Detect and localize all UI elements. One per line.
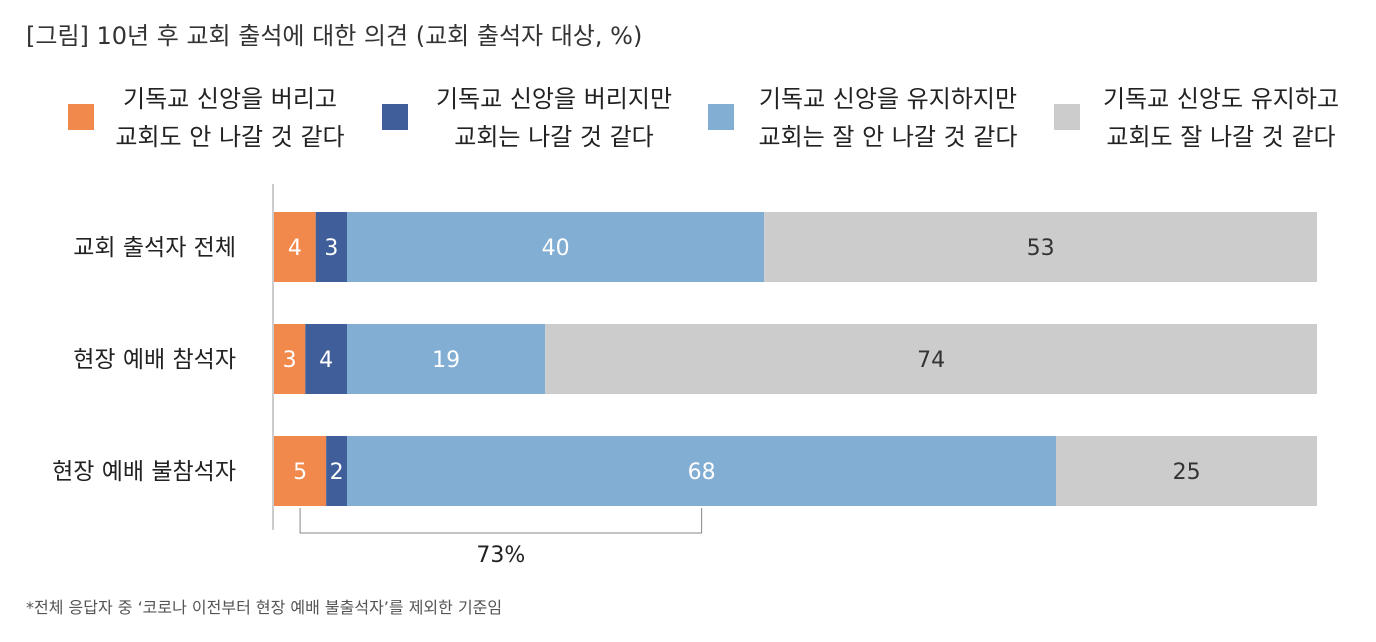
- data-label: 40: [542, 236, 570, 261]
- legend-swatch: [1054, 104, 1080, 130]
- chart-title: [그림] 10년 후 교회 출석에 대한 의견 (교회 출석자 대상, %): [26, 22, 643, 50]
- legend-swatch: [382, 104, 408, 130]
- data-label: 74: [917, 348, 945, 373]
- bar-segment: [305, 324, 348, 394]
- data-label: 25: [1173, 460, 1201, 485]
- footnote: *전체 응답자 중 ‘코로나 이전부터 현장 예배 불출석자’를 제외한 기준임: [26, 598, 503, 617]
- bar-segment: [347, 436, 1057, 506]
- bar-segment: [274, 324, 306, 394]
- legend-item-give-up-both: 기독교 신앙을 버리고 교회도 안 나갈 것 같다: [68, 80, 358, 156]
- data-label: 68: [688, 460, 716, 485]
- data-label: 5: [293, 460, 307, 485]
- data-label: 4: [319, 348, 333, 373]
- legend-label: 기독교 신앙을 버리지만 교회는 나갈 것 같다: [435, 85, 673, 151]
- legend-swatch: [708, 104, 734, 130]
- legend-label: 기독교 신앙을 유지하지만 교회는 잘 안 나갈 것 같다: [758, 85, 1018, 151]
- annotation-label: 73%: [476, 543, 525, 568]
- bar-segment: [545, 324, 1317, 394]
- bar-segment: [347, 212, 765, 282]
- legend-item-keep-faith-not-attend: 기독교 신앙을 유지하지만 교회는 잘 안 나갈 것 같다: [708, 80, 1034, 156]
- bar-segment: [764, 212, 1317, 282]
- legend-label: 기독교 신앙도 유지하고 교회도 잘 나갈 것 같다: [1102, 85, 1340, 151]
- data-label: 4: [288, 236, 302, 261]
- bar-segment: [1056, 436, 1317, 506]
- data-label: 3: [324, 236, 338, 261]
- bar-segment: [274, 212, 316, 282]
- category-label: 현장 예배 참석자: [73, 347, 236, 373]
- data-label: 53: [1027, 236, 1055, 261]
- data-label: 19: [432, 348, 460, 373]
- category-label: 교회 출석자 전체: [73, 235, 236, 261]
- data-label: 2: [330, 460, 344, 485]
- annotation-bracket: [299, 508, 703, 534]
- category-label: 현장 예배 불참석자: [52, 459, 236, 485]
- legend-item-give-up-faith-attend: 기독교 신앙을 버리지만 교회는 나갈 것 같다: [382, 80, 692, 156]
- bar-segment: [315, 212, 348, 282]
- legend-swatch: [68, 104, 94, 130]
- bar-segment: [326, 436, 348, 506]
- bar-segment: [347, 324, 546, 394]
- legend-label: 기독교 신앙을 버리고 교회도 안 나갈 것 같다: [115, 85, 345, 151]
- bar-segment: [274, 436, 327, 506]
- legend-item-keep-both: 기독교 신앙도 유지하고 교회도 잘 나갈 것 같다: [1054, 80, 1354, 156]
- data-label: 3: [283, 348, 297, 373]
